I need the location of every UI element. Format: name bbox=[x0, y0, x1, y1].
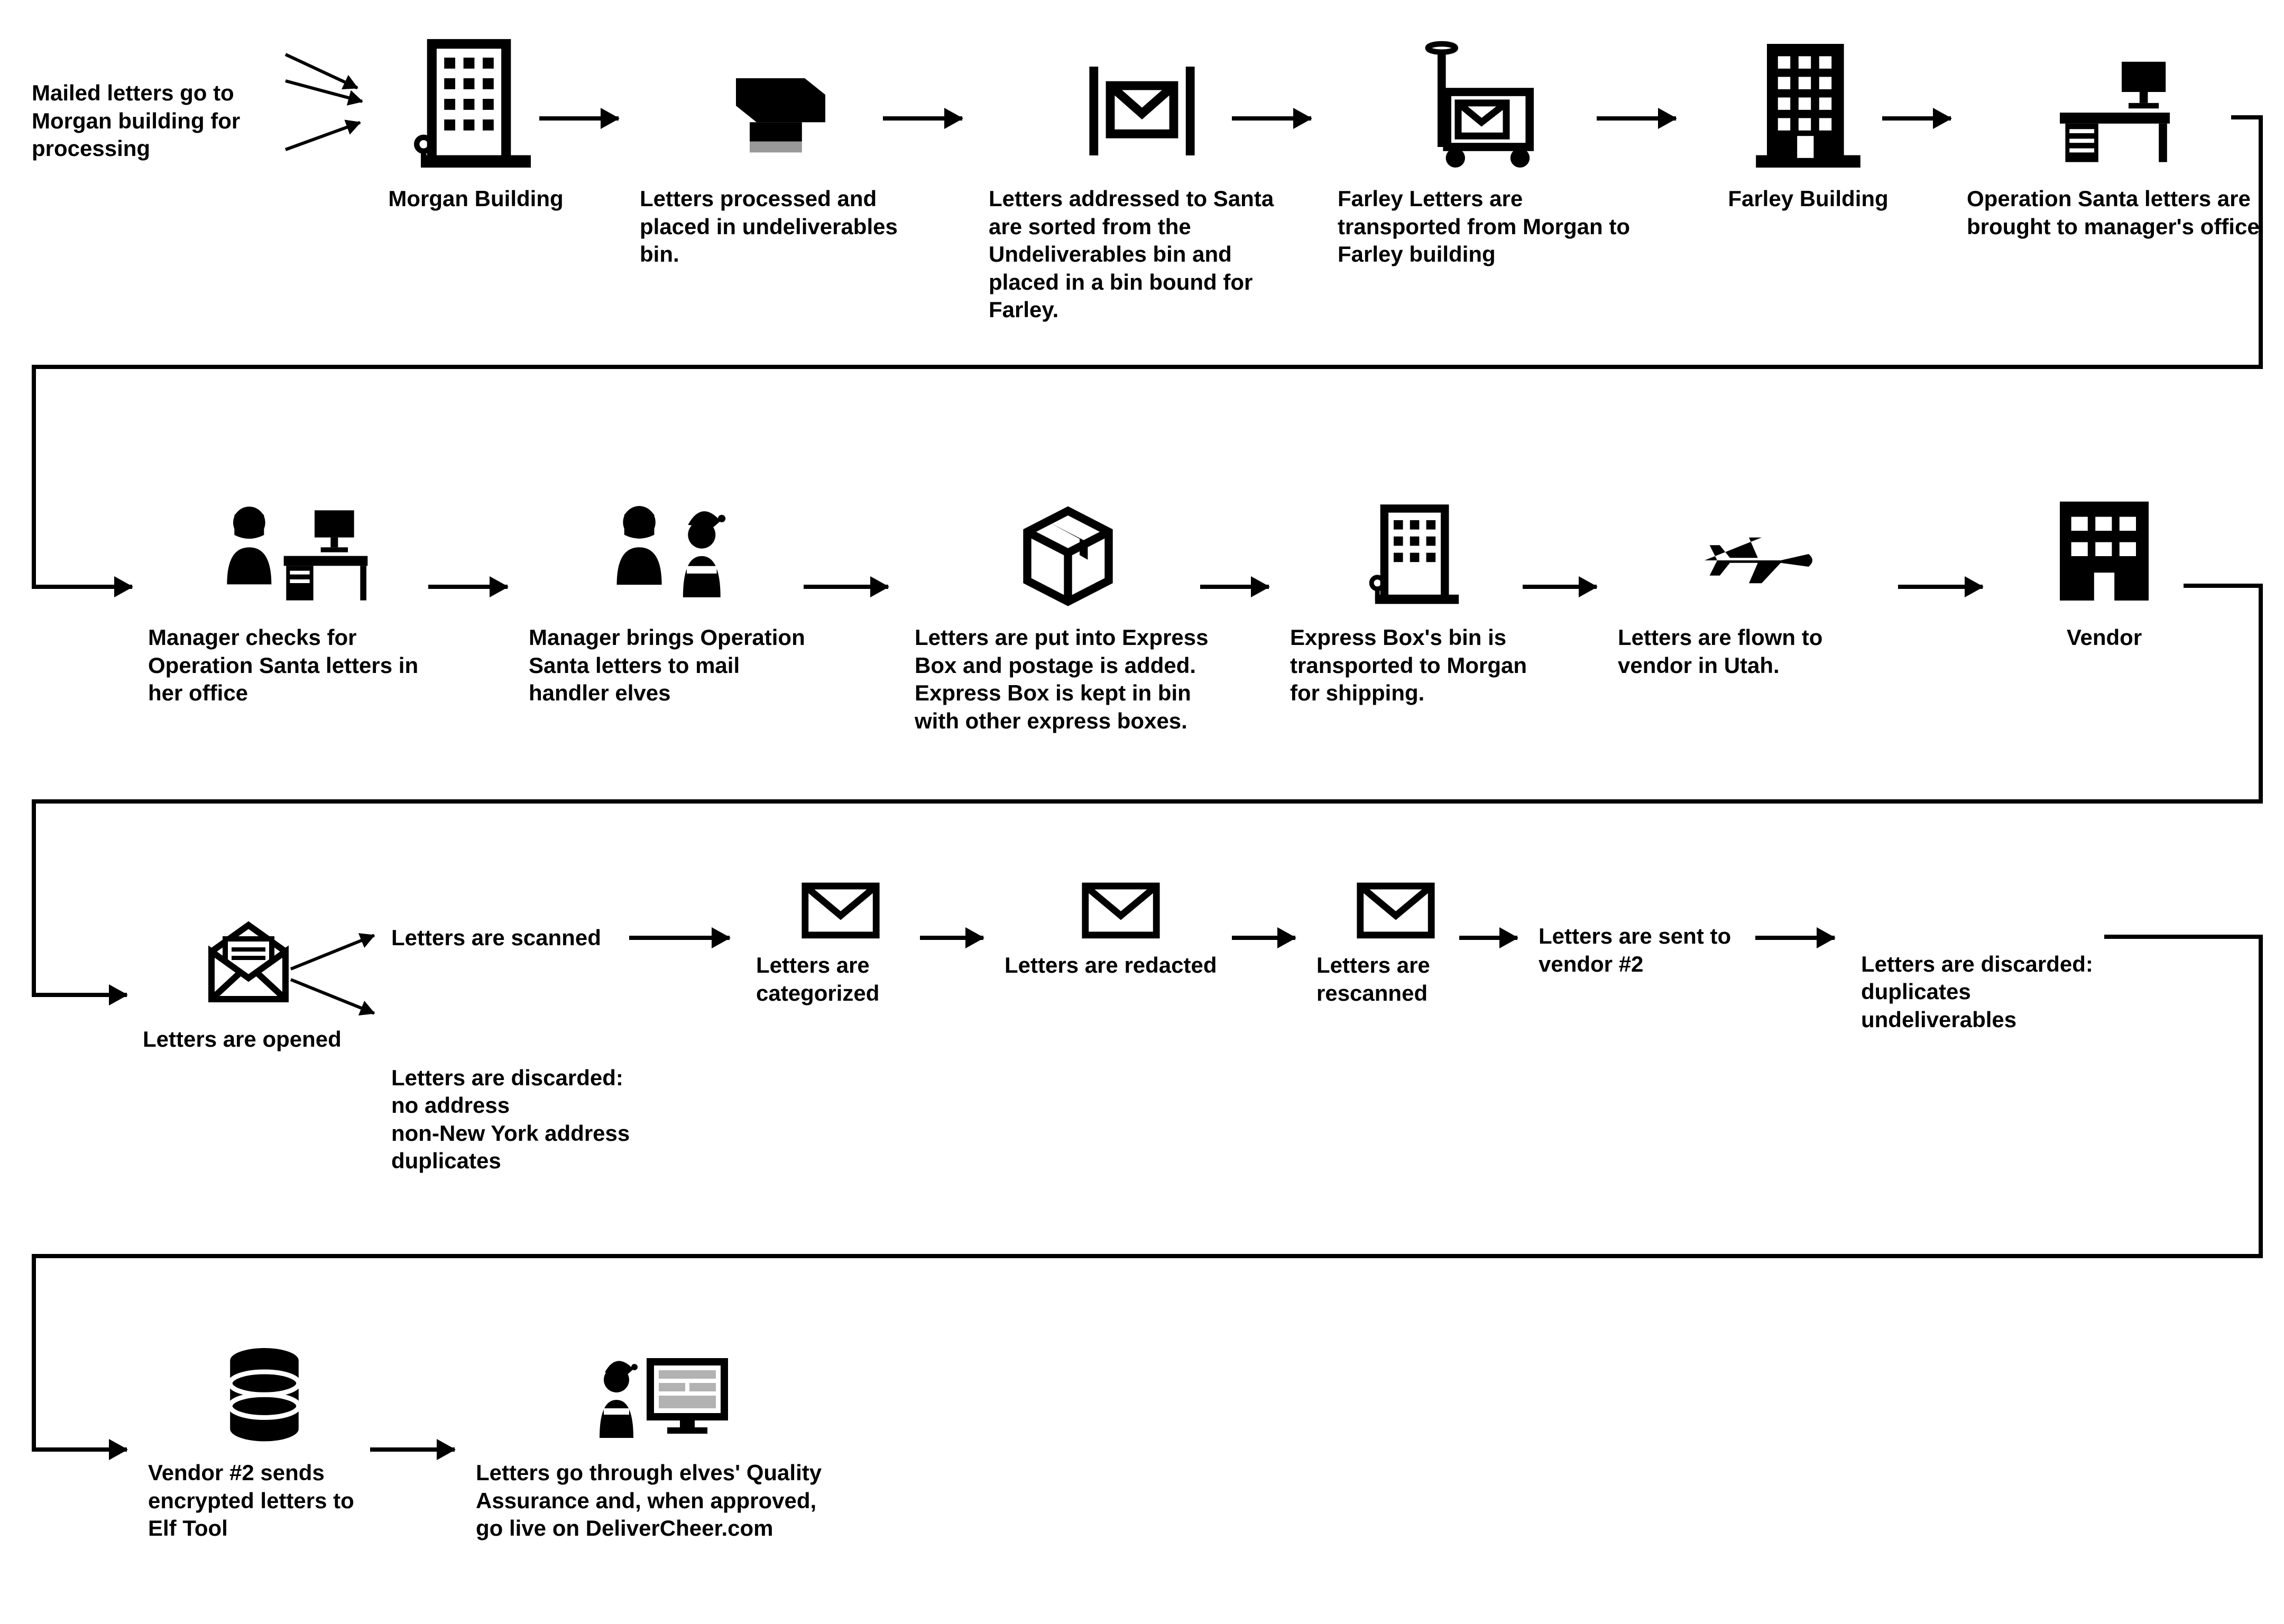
wrap3-v bbox=[2259, 935, 2263, 1258]
n17-label: Letters are redacted bbox=[1005, 952, 1237, 980]
arrow-n7-n8 bbox=[428, 585, 508, 589]
arrow-n5-n6 bbox=[1882, 116, 1951, 121]
elf-screen-icon bbox=[587, 1343, 735, 1448]
arrow-n18-n19 bbox=[1459, 936, 1517, 940]
wrap1-h1 bbox=[2231, 115, 2263, 119]
n12-label: Vendor bbox=[2009, 624, 2199, 652]
envelope-icon-3 bbox=[1353, 867, 1438, 941]
n0-label: Mailed letters go to Morgan building for… bbox=[32, 80, 240, 161]
node-n22: Letters go through elves' Quality Assura… bbox=[476, 1343, 846, 1543]
cart-icon bbox=[1417, 37, 1554, 174]
n5-label: Farley Building bbox=[1697, 185, 1919, 213]
n3-label: Letters addressed to Santa are sorted fr… bbox=[989, 185, 1295, 324]
node-n11: Letters are flown to vendor in Utah. bbox=[1618, 476, 1893, 679]
node-n10: Express Box's bin is transported to Morg… bbox=[1290, 476, 1544, 707]
arrow-n16-n17 bbox=[920, 936, 983, 940]
n11-label: Letters are flown to vendor in Utah. bbox=[1618, 624, 1893, 679]
n16-label: Letters are categorized bbox=[756, 952, 925, 1007]
building-2-icon bbox=[1739, 37, 1877, 174]
arrow-n9-n10 bbox=[1200, 585, 1269, 589]
manager-desk-icon bbox=[222, 476, 370, 613]
node-n4: Farley Letters are transported from Morg… bbox=[1338, 37, 1634, 269]
node-n18: Letters are rescanned bbox=[1316, 867, 1475, 1007]
manager-elf-icon bbox=[608, 476, 745, 613]
plane-icon bbox=[1692, 476, 1819, 613]
arrow-n21-n22 bbox=[370, 1447, 455, 1452]
arrow-n3-n4 bbox=[1232, 116, 1311, 121]
node-n1: Morgan Building bbox=[370, 37, 582, 213]
arrow-n19-n20 bbox=[1755, 936, 1835, 940]
wrap2-v bbox=[2259, 584, 2263, 804]
node-n17: Letters are redacted bbox=[1005, 867, 1237, 980]
n22-label: Letters go through elves' Quality Assura… bbox=[476, 1459, 846, 1543]
vendor-building-icon bbox=[2041, 476, 2168, 613]
wrap1-v bbox=[2259, 115, 2263, 369]
node-n5: Farley Building bbox=[1697, 37, 1919, 213]
n6-label: Operation Santa letters are brought to m… bbox=[1967, 185, 2263, 241]
node-n16: Letters are categorized bbox=[756, 867, 925, 1007]
arrow-n4-n5 bbox=[1597, 116, 1676, 121]
building-3-icon bbox=[1359, 476, 1475, 613]
node-n2: Letters processed and placed in undelive… bbox=[640, 37, 915, 269]
arrow-n17-n18 bbox=[1232, 936, 1295, 940]
envelope-sorted-icon bbox=[1079, 37, 1205, 174]
node-n9: Letters are put into Express Box and pos… bbox=[915, 476, 1221, 735]
n20-label: Letters are discarded: duplicates undeli… bbox=[1861, 952, 2093, 1032]
arrow-n2-n3 bbox=[883, 116, 962, 121]
node-n6: Operation Santa letters are brought to m… bbox=[1967, 37, 2263, 241]
wrap2-v2 bbox=[32, 799, 36, 995]
node-n19: Letters are sent to vendor #2 bbox=[1539, 922, 1761, 978]
bin-icon bbox=[708, 37, 846, 174]
wrap2-h2 bbox=[32, 799, 2263, 804]
node-n15: Letters are discarded: no address non-Ne… bbox=[391, 1036, 666, 1175]
wrap3-v2 bbox=[32, 1254, 36, 1450]
node-n0: Mailed letters go to Morgan building for… bbox=[32, 79, 312, 163]
wrap2-h1 bbox=[2184, 584, 2263, 588]
n9-label: Letters are put into Express Box and pos… bbox=[915, 624, 1221, 735]
arrow-n1-n2 bbox=[539, 116, 619, 121]
building-icon bbox=[407, 37, 545, 174]
wrap1-arrow bbox=[32, 585, 132, 589]
node-n21: Vendor #2 sends encrypted letters to Elf… bbox=[148, 1343, 381, 1543]
n1-label: Morgan Building bbox=[370, 185, 582, 213]
envelope-icon-2 bbox=[1079, 867, 1163, 941]
node-n13: Letters are opened bbox=[143, 909, 354, 1054]
n7-label: Manager checks for Operation Santa lette… bbox=[148, 624, 444, 707]
node-n14: Letters are scanned bbox=[391, 924, 624, 952]
wrap3-h2 bbox=[32, 1254, 2263, 1258]
n2-label: Letters processed and placed in undelive… bbox=[640, 185, 915, 269]
node-n8: Manager brings Operation Santa letters t… bbox=[529, 476, 825, 707]
wrap1-v2 bbox=[32, 365, 36, 587]
n8-label: Manager brings Operation Santa letters t… bbox=[529, 624, 825, 707]
node-n7: Manager checks for Operation Santa lette… bbox=[148, 476, 444, 707]
n4-label: Farley Letters are transported from Morg… bbox=[1338, 185, 1634, 269]
wrap1-h2 bbox=[32, 365, 2263, 369]
wrap3-h1 bbox=[2104, 935, 2263, 939]
node-n3: Letters addressed to Santa are sorted fr… bbox=[989, 37, 1295, 324]
box-icon bbox=[1010, 476, 1126, 613]
n21-label: Vendor #2 sends encrypted letters to Elf… bbox=[148, 1459, 381, 1543]
arrow-n11-n12 bbox=[1898, 585, 1983, 589]
n10-label: Express Box's bin is transported to Morg… bbox=[1290, 624, 1544, 707]
database-icon bbox=[217, 1343, 312, 1448]
n15-label: Letters are discarded: no address non-Ne… bbox=[391, 1065, 630, 1174]
n14-label: Letters are scanned bbox=[391, 925, 601, 950]
n13-label: Letters are opened bbox=[143, 1026, 354, 1054]
arrow-n14-n16 bbox=[629, 936, 730, 940]
node-n20: Letters are discarded: duplicates undeli… bbox=[1861, 922, 2104, 1034]
arrow-n8-n9 bbox=[804, 585, 888, 589]
wrap3-arrow bbox=[32, 1447, 127, 1452]
arrow-n10-n11 bbox=[1523, 585, 1597, 589]
node-n12: Vendor bbox=[2009, 476, 2199, 652]
open-envelope-icon bbox=[196, 909, 301, 1015]
n19-label: Letters are sent to vendor #2 bbox=[1539, 924, 1731, 976]
desk-icon bbox=[2046, 37, 2184, 174]
n18-label: Letters are rescanned bbox=[1316, 952, 1475, 1007]
envelope-icon-1 bbox=[798, 867, 883, 941]
wrap2-arrow bbox=[32, 993, 127, 997]
